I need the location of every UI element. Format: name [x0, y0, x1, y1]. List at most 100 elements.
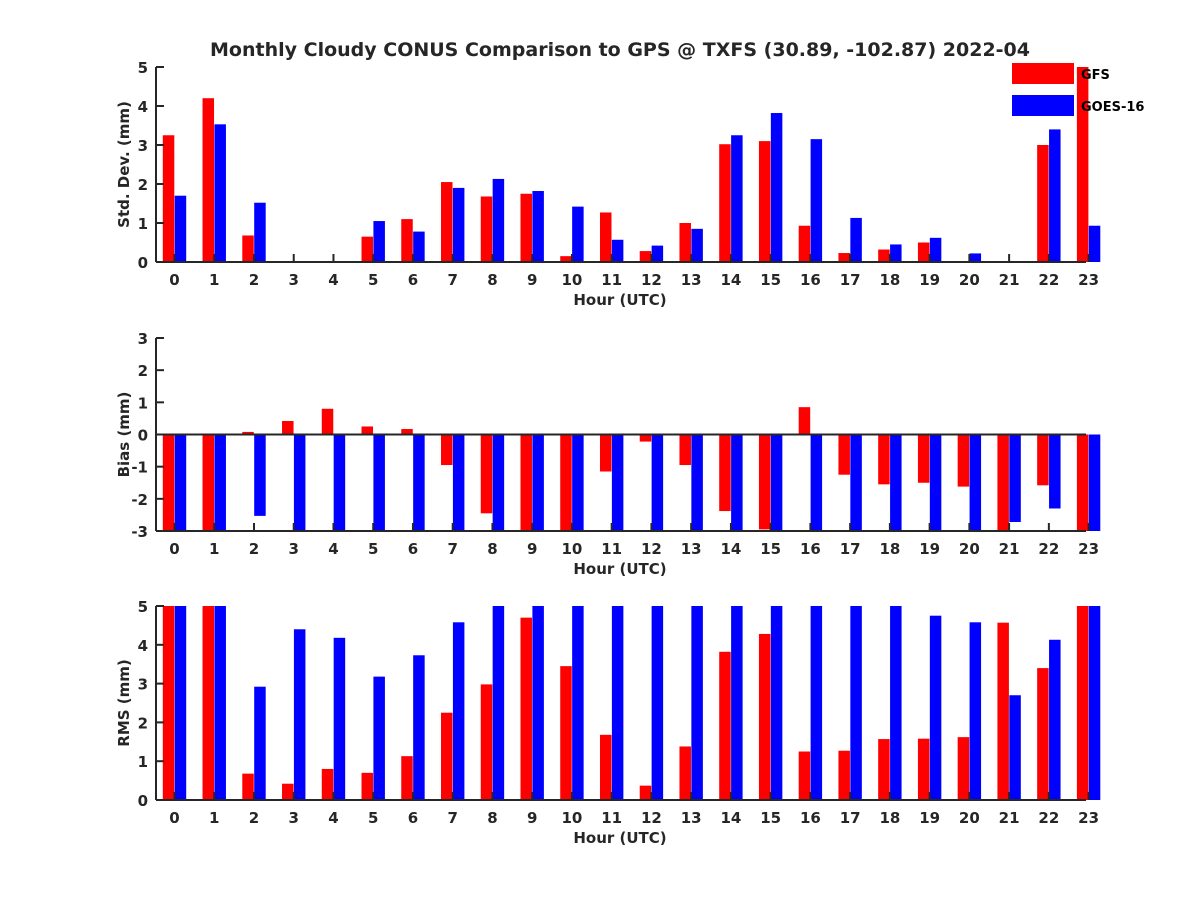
std-dev-bar-gfs-11: [599, 212, 612, 262]
bias-xtick-label: 11: [601, 540, 622, 558]
rms-bar-goes16-5: [373, 676, 385, 800]
bias-xtick-label: 18: [879, 540, 900, 558]
rms-ytick-label: 2: [138, 714, 148, 732]
bias-bar-gfs-0: [162, 434, 175, 531]
bias-xtick-label: 9: [527, 540, 537, 558]
rms-xtick-label: 0: [169, 809, 179, 827]
bias-xtick-label: 12: [641, 540, 662, 558]
bias-bar-gfs-5: [361, 426, 374, 435]
bias-xtick-label: 16: [800, 540, 821, 558]
bias-xtick-label: 21: [999, 540, 1020, 558]
rms-ytick-label: 5: [138, 598, 148, 616]
std-dev-bar-goes16-17: [850, 217, 862, 262]
bias-xtick-label: 22: [1038, 540, 1059, 558]
rms-bar-gfs-0: [162, 606, 175, 800]
bias-bar-goes16-4: [333, 434, 346, 531]
bias-bar-goes16-1: [214, 434, 226, 531]
rms-bar-goes16-21: [1009, 695, 1021, 800]
bias-bar-goes16-16: [810, 434, 823, 531]
std-dev-bar-goes16-6: [413, 231, 425, 262]
std-dev-bar-goes16-9: [532, 191, 544, 262]
rms-xtick-label: 23: [1078, 809, 1099, 827]
std-dev-xtick-label: 4: [328, 271, 338, 289]
legend-label-goes16: GOES-16: [1081, 100, 1144, 115]
std-dev-y-axis-label: Std. Dev. (mm): [115, 101, 133, 228]
rms-xtick-label: 10: [561, 809, 582, 827]
rms-bar-gfs-21: [997, 622, 1009, 800]
rms-bar-gfs-19: [917, 738, 930, 800]
rms-bar-goes16-9: [532, 606, 544, 800]
std-dev-bar-goes16-11: [611, 239, 624, 262]
rms-bar-goes16-22: [1049, 639, 1061, 800]
bias-bar-gfs-18: [878, 434, 890, 485]
rms-ytick-label: 0: [138, 792, 148, 810]
bias-xtick-label: 23: [1078, 540, 1099, 558]
std-dev-xtick-label: 11: [601, 271, 622, 289]
bias-ytick-label: 2: [138, 362, 148, 380]
std-dev-xtick-label: 21: [999, 271, 1020, 289]
rms-bar-goes16-8: [492, 606, 505, 800]
rms-xtick-label: 4: [328, 809, 338, 827]
rms-xtick-label: 5: [368, 809, 378, 827]
legend-swatch-goes16: [1012, 95, 1074, 116]
rms-bar-gfs-1: [202, 606, 215, 800]
legend-label-gfs: GFS: [1081, 68, 1110, 83]
bias-bar-goes16-19: [929, 434, 942, 531]
bias-bar-goes16-7: [452, 434, 465, 531]
std-dev-xtick-label: 7: [447, 271, 457, 289]
bias-bar-goes16-0: [174, 434, 187, 531]
std-dev-bar-goes16-14: [731, 135, 743, 262]
std-dev-xtick-label: 15: [760, 271, 781, 289]
bias-bar-goes16-17: [850, 434, 862, 531]
bias-bar-gfs-23: [1076, 434, 1089, 531]
bias-bar-goes16-20: [969, 434, 982, 531]
std-dev-bar-gfs-2: [242, 235, 254, 262]
std-dev-bar-gfs-18: [878, 249, 890, 262]
bias-bar-gfs-15: [758, 434, 771, 530]
rms-bar-goes16-7: [452, 622, 465, 800]
std-dev-ytick-label: 3: [138, 137, 148, 155]
bias-xtick-label: 17: [840, 540, 861, 558]
rms-xtick-label: 1: [209, 809, 219, 827]
std-dev-ytick-label: 0: [138, 254, 148, 272]
std-dev-bar-gfs-13: [679, 223, 691, 262]
bias-bar-goes16-15: [770, 434, 783, 531]
rms-xtick-label: 6: [408, 809, 418, 827]
rms-xtick-label: 9: [527, 809, 537, 827]
rms-bar-gfs-7: [441, 712, 453, 800]
bias-xtick-label: 14: [720, 540, 741, 558]
bias-xtick-label: 6: [408, 540, 418, 558]
rms-bar-goes16-6: [413, 655, 425, 800]
std-dev-ytick-label: 1: [138, 215, 148, 233]
rms-xtick-label: 21: [999, 809, 1020, 827]
std-dev-xtick-label: 12: [641, 271, 662, 289]
std-dev-ytick-label: 2: [138, 176, 148, 194]
bias-bar-gfs-7: [441, 434, 453, 466]
bias-bar-gfs-11: [599, 434, 612, 472]
bias-xtick-label: 0: [169, 540, 179, 558]
bias-bar-gfs-2: [242, 431, 254, 435]
std-dev-bar-gfs-0: [162, 135, 175, 262]
bias-bar-gfs-4: [321, 408, 334, 435]
rms-bar-gfs-11: [599, 734, 612, 800]
rms-bar-goes16-18: [890, 606, 902, 800]
rms-xtick-label: 3: [289, 809, 299, 827]
bias-bar-gfs-10: [560, 434, 572, 531]
std-dev-bar-gfs-16: [798, 225, 811, 262]
std-dev-bar-goes16-20: [969, 253, 982, 262]
bias-bar-gfs-14: [719, 434, 731, 512]
rms-bar-goes16-17: [850, 606, 862, 800]
rms-bar-gfs-9: [520, 617, 532, 800]
std-dev-bar-goes16-1: [214, 124, 226, 262]
bias-xtick-label: 2: [249, 540, 259, 558]
legend-swatch-gfs: [1012, 63, 1074, 84]
bias-bar-goes16-2: [254, 434, 266, 516]
std-dev-bar-gfs-17: [838, 253, 850, 262]
rms-bar-goes16-4: [333, 637, 346, 800]
bias-bar-goes16-14: [731, 434, 743, 531]
bias-xtick-label: 1: [209, 540, 219, 558]
rms-xtick-label: 7: [447, 809, 457, 827]
